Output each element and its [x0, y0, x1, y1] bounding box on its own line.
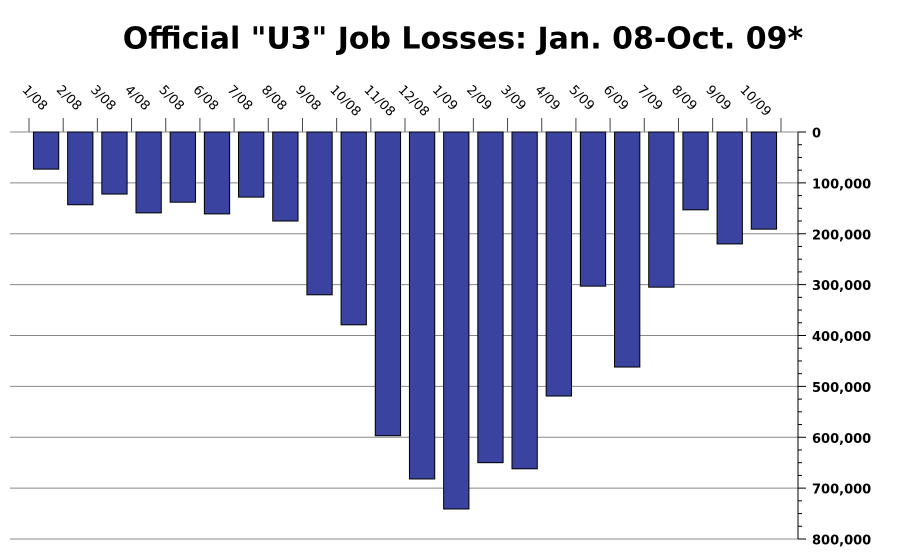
y-tick-label: 400,000 [812, 330, 871, 345]
bar [272, 131, 299, 222]
x-tick-label: 10/09 [737, 83, 774, 120]
x-tick-label: 6/09 [600, 83, 631, 114]
x-tick-label: 3/09 [497, 83, 528, 114]
x-tick-label: 11/08 [361, 83, 398, 120]
bar [32, 131, 60, 170]
x-tick-label: 2/09 [463, 83, 494, 114]
x-tick-label: 3/08 [87, 83, 118, 114]
x-tick-label: 4/09 [532, 83, 563, 114]
bar [408, 131, 436, 480]
x-tick-label: 6/08 [190, 83, 221, 114]
x-tick-label: 1/09 [429, 83, 460, 114]
y-tick-label: 200,000 [812, 228, 871, 243]
x-tick-label: 7/09 [634, 83, 665, 114]
y-tick-label: 600,000 [812, 432, 871, 447]
bar [203, 131, 231, 215]
x-tick-label: 5/09 [566, 83, 597, 114]
bar [648, 131, 675, 288]
bar [579, 131, 607, 287]
x-tick-label: 8/08 [258, 83, 289, 114]
x-tick-label: 2/08 [53, 83, 84, 114]
x-tick-label: 8/09 [668, 83, 699, 114]
x-tick-label: 1/08 [19, 83, 50, 114]
x-tick-label: 4/08 [121, 83, 152, 114]
bar [750, 131, 778, 230]
y-tick-label: 0 [812, 127, 821, 142]
y-tick-label: 700,000 [812, 483, 871, 498]
bar [135, 131, 162, 214]
y-tick-label: 300,000 [812, 279, 871, 294]
bar [340, 131, 367, 326]
y-tick-label: 500,000 [812, 381, 871, 396]
x-tick-label: 5/08 [156, 83, 187, 114]
bar [67, 131, 94, 206]
bar [545, 131, 572, 397]
chart-title: Official "U3" Job Losses: Jan. 08-Oct. 0… [123, 22, 804, 57]
bar [716, 131, 743, 245]
bar [682, 131, 709, 211]
bar [101, 131, 128, 195]
x-tick-label: 12/08 [395, 83, 432, 120]
y-tick-label: 100,000 [812, 177, 871, 192]
bar [477, 131, 504, 464]
x-tick-label: 9/08 [292, 83, 323, 114]
x-tick-label: 9/09 [702, 83, 733, 114]
bar [169, 131, 196, 203]
y-tick-label: 800,000 [812, 534, 871, 549]
x-tick-label: 7/08 [224, 83, 255, 114]
bar [374, 131, 402, 437]
bar [614, 131, 641, 368]
bar [238, 131, 265, 198]
bar [511, 131, 538, 470]
bar [306, 131, 333, 296]
bar [443, 131, 470, 510]
x-tick-label: 10/08 [326, 83, 363, 120]
